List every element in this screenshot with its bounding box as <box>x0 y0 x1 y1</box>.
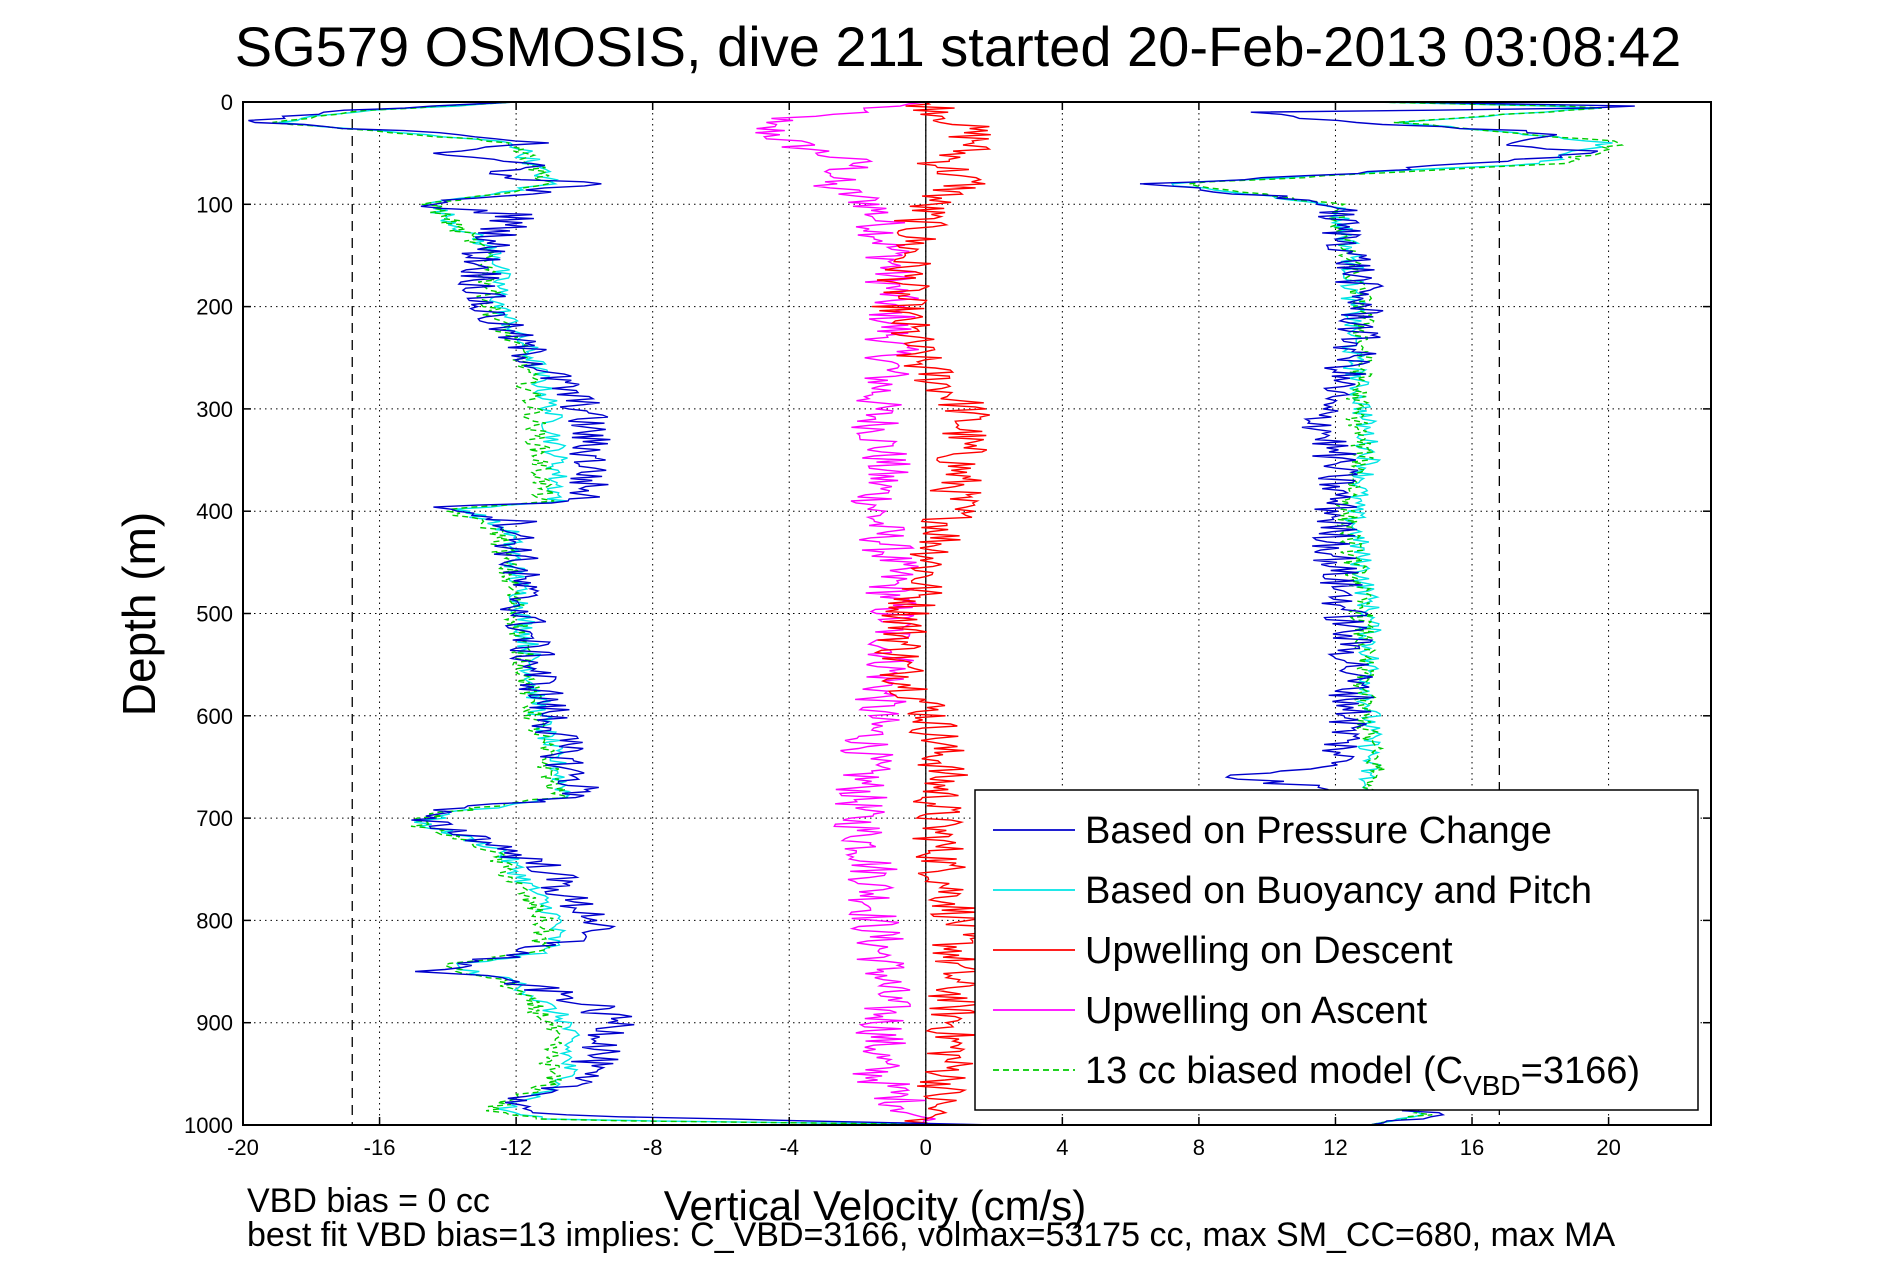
y-axis-ticks: 0 100 200 300 400 500 600 700 800 900 1000 <box>184 90 1711 1138</box>
y-tick-label: 500 <box>196 602 233 627</box>
series-line <box>1189 101 1625 1126</box>
y-tick-label: 800 <box>196 908 233 933</box>
legend-box <box>974 789 1699 1111</box>
legend-entry: Upwelling on Descent <box>1085 930 1453 972</box>
y-tick-label: 300 <box>196 397 233 422</box>
x-tick-label: 20 <box>1596 1135 1620 1160</box>
y-tick-label: 900 <box>196 1011 233 1036</box>
x-tick-label: -16 <box>364 1135 396 1160</box>
y-tick-label: 400 <box>196 499 233 524</box>
x-tick-label: 8 <box>1193 1135 1205 1160</box>
footer-line-2: best fit VBD bias=13 implies: C_VBD=3166… <box>247 1216 1616 1254</box>
x-tick-label: -12 <box>500 1135 532 1160</box>
x-tick-label: 12 <box>1323 1135 1347 1160</box>
y-axis-label: Depth (m) <box>113 512 165 716</box>
legend-entry: Based on Buoyancy and Pitch <box>1085 870 1592 912</box>
y-tick-label: 0 <box>221 90 233 115</box>
x-tick-label: -8 <box>643 1135 663 1160</box>
x-axis-ticks: -20 -16 -12 -8 -4 0 4 8 12 16 20 <box>227 102 1621 1160</box>
chart-title: SG579 OSMOSIS, dive 211 started 20-Feb-2… <box>235 15 1681 78</box>
y-tick-label: 700 <box>196 806 233 831</box>
y-tick-label: 100 <box>196 192 233 217</box>
x-tick-label: 4 <box>1056 1135 1068 1160</box>
legend-entry: Upwelling on Ascent <box>1085 990 1428 1032</box>
y-tick-label: 200 <box>196 295 233 320</box>
legend-entry: Based on Pressure Change <box>1085 810 1552 852</box>
x-axis-label: Vertical Velocity (cm/s) <box>664 1182 1086 1229</box>
x-tick-label: 16 <box>1460 1135 1484 1160</box>
y-tick-label: 1000 <box>184 1113 233 1138</box>
series-line <box>871 101 992 1126</box>
series-line <box>755 101 936 1126</box>
x-tick-label: 0 <box>920 1135 932 1160</box>
footer-line-1: VBD bias = 0 cc <box>247 1182 490 1220</box>
legend: Based on Pressure Change Based on Buoyanc… <box>974 789 1699 1111</box>
series-line <box>248 101 995 1126</box>
x-tick-label: -20 <box>227 1135 259 1160</box>
x-tick-label: -4 <box>779 1135 799 1160</box>
legend-entry: 13 cc biased model (CVBD=3166) <box>1085 1050 1640 1101</box>
y-tick-label: 600 <box>196 704 233 729</box>
